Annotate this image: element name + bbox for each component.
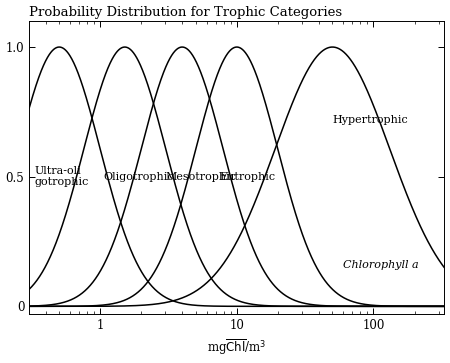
Text: Ultra-oli
gotrophic: Ultra-oli gotrophic xyxy=(35,166,89,187)
Text: Probability Distribution for Trophic Categories: Probability Distribution for Trophic Cat… xyxy=(29,5,342,19)
Text: Mesotrophic: Mesotrophic xyxy=(166,172,236,182)
Text: Eutrophic: Eutrophic xyxy=(220,172,276,182)
X-axis label: mg$\overline{\rm Chl}$/m$^3$: mg$\overline{\rm Chl}$/m$^3$ xyxy=(207,338,266,358)
Text: Oligotrophic: Oligotrophic xyxy=(103,172,174,182)
Text: Hypertrophic: Hypertrophic xyxy=(332,115,408,125)
Text: Chlorophyll a: Chlorophyll a xyxy=(343,260,419,270)
